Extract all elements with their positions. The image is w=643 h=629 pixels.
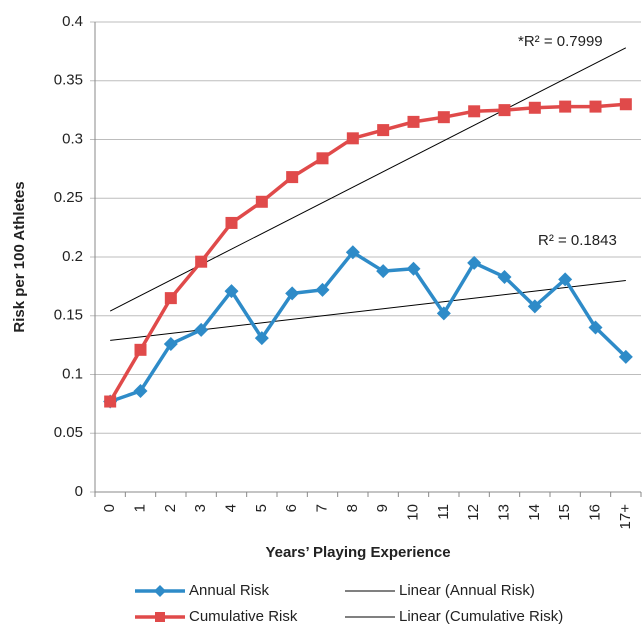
marker [589, 100, 602, 113]
marker [286, 171, 299, 184]
series-line [109, 249, 628, 404]
marker [315, 282, 330, 297]
x-tick-label: 14 [526, 504, 543, 521]
legend-label: Annual Risk [189, 582, 270, 599]
marker [195, 255, 208, 268]
marker [497, 269, 512, 284]
y-tick-label: 0.1 [62, 365, 83, 382]
marker [345, 245, 360, 260]
marker [164, 292, 177, 305]
y-tick-label: 0.05 [54, 424, 83, 441]
x-tick-label: 9 [374, 504, 391, 512]
marker [436, 306, 451, 321]
trendline [109, 47, 627, 312]
x-tick-label: 6 [283, 504, 300, 512]
y-tick-label: 0.25 [54, 189, 83, 206]
marker [619, 98, 632, 111]
legend-label: Linear (Cumulative Risk) [399, 608, 563, 625]
marker [528, 101, 541, 114]
marker [407, 115, 420, 128]
x-tick-label: 1 [131, 504, 148, 512]
legend-marker [154, 585, 166, 597]
marker [133, 383, 148, 398]
y-tick-label: 0.15 [54, 307, 83, 324]
marker [316, 152, 329, 165]
x-tick-label: 11 [435, 504, 452, 520]
marker [467, 255, 482, 270]
marker [376, 264, 391, 279]
marker [377, 124, 390, 137]
marker [618, 349, 633, 364]
x-tick-label: 13 [495, 504, 512, 521]
marker [498, 104, 511, 117]
marker [194, 322, 209, 337]
y-tick-label: 0 [75, 483, 83, 500]
legend-label: Cumulative Risk [189, 608, 298, 625]
x-tick-label: 7 [313, 504, 330, 512]
marker [285, 286, 300, 301]
marker [134, 343, 147, 356]
x-tick-label: 0 [101, 504, 118, 512]
marker [224, 284, 239, 299]
x-tick-label: 17+ [617, 504, 634, 530]
marker [559, 100, 572, 113]
x-tick-label: 8 [344, 504, 361, 512]
marker [437, 111, 450, 124]
x-tick-label: 15 [556, 504, 573, 521]
marker [468, 105, 481, 118]
y-axis-title: Risk per 100 Athletes [11, 181, 28, 332]
marker [254, 331, 269, 346]
marker [346, 132, 359, 145]
marker [527, 299, 542, 314]
x-tick-label: 12 [465, 504, 482, 521]
x-tick-label: 16 [586, 504, 603, 521]
marker [104, 395, 117, 408]
trendline [110, 280, 626, 341]
annotation: R² = 0.1843 [538, 232, 617, 249]
x-tick-label: 10 [404, 504, 421, 521]
y-tick-label: 0.35 [54, 72, 83, 89]
marker [255, 195, 268, 208]
marker [406, 261, 421, 276]
x-tick-label: 4 [222, 504, 239, 512]
annotation: *R² = 0.7999 [518, 33, 603, 50]
x-tick-label: 3 [192, 504, 209, 512]
legend-marker [155, 612, 165, 622]
legend-label: Linear (Annual Risk) [399, 582, 535, 599]
marker [588, 320, 603, 335]
x-tick-label: 2 [162, 504, 179, 512]
marker [225, 216, 238, 229]
x-tick-label: 5 [253, 504, 270, 512]
x-axis-title: Years’ Playing Experience [265, 544, 450, 561]
marker [163, 336, 178, 351]
y-tick-label: 0.4 [62, 13, 83, 30]
y-tick-label: 0.3 [62, 130, 83, 147]
y-tick-label: 0.2 [62, 248, 83, 265]
series-line [108, 102, 626, 403]
marker [558, 272, 573, 287]
